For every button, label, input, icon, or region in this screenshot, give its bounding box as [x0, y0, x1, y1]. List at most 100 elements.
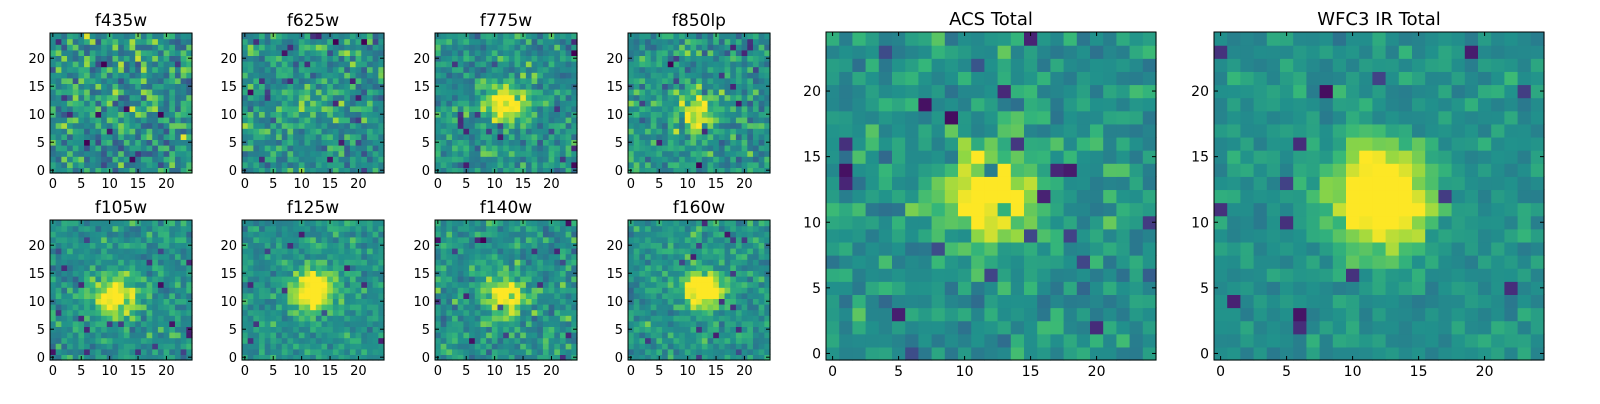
heatmap-cell: [310, 128, 316, 134]
heatmap-cell: [164, 89, 170, 95]
heatmap-cell: [107, 67, 113, 73]
heatmap-cell: [67, 89, 73, 95]
heatmap-cell: [651, 72, 657, 78]
heatmap-cell: [515, 242, 521, 248]
heatmap-cell: [497, 254, 503, 260]
heatmap-cell: [526, 248, 532, 254]
heatmap-cell: [463, 95, 469, 101]
heatmap-cell: [708, 123, 714, 129]
heatmap-cell: [56, 61, 62, 67]
heatmap-cell: [656, 349, 662, 355]
heatmap-cell: [276, 349, 282, 355]
heatmap-cell: [276, 282, 282, 288]
heatmap-cell: [446, 287, 452, 293]
heatmap-cell: [333, 139, 339, 145]
heatmap-cell: [446, 315, 452, 321]
heatmap-cell: [78, 111, 84, 117]
heatmap-cell: [713, 111, 719, 117]
x-tick-label: 10: [101, 177, 118, 192]
heatmap-cell: [248, 33, 254, 39]
heatmap-cell: [628, 72, 634, 78]
heatmap-cell: [84, 293, 90, 299]
heatmap-cell: [639, 332, 645, 338]
heatmap-cell: [84, 111, 90, 117]
heatmap-cell: [67, 117, 73, 123]
heatmap-cell: [124, 67, 130, 73]
heatmap-cell: [475, 287, 481, 293]
heatmap-cell: [435, 237, 441, 243]
heatmap-cell: [492, 117, 498, 123]
heatmap-cell: [158, 237, 164, 243]
heatmap-cell: [56, 128, 62, 134]
heatmap-cell: [333, 123, 339, 129]
heatmap-cell: [73, 67, 79, 73]
heatmap-cell: [327, 332, 333, 338]
heatmap-cell: [282, 83, 288, 89]
heatmap-cell: [95, 128, 101, 134]
heatmap-cell: [560, 67, 566, 73]
heatmap-cell: [486, 128, 492, 134]
heatmap-cell: [549, 50, 555, 56]
heatmap-cell: [339, 265, 345, 271]
heatmap-cell: [339, 287, 345, 293]
heatmap-cell: [492, 237, 498, 243]
heatmap-cell: [158, 231, 164, 237]
heatmap-cell: [480, 332, 486, 338]
heatmap-cell: [141, 106, 147, 112]
heatmap-cell: [61, 349, 67, 355]
heatmap-cell: [526, 55, 532, 61]
heatmap-cell: [526, 134, 532, 140]
heatmap-cell: [645, 44, 651, 50]
heatmap-cell: [73, 106, 79, 112]
heatmap-cell: [480, 338, 486, 344]
heatmap-cell: [322, 100, 328, 106]
heatmap-cell: [322, 39, 328, 45]
heatmap-cell: [259, 287, 265, 293]
heatmap-cell: [549, 326, 555, 332]
heatmap-cell: [293, 343, 299, 349]
heatmap-cell: [651, 276, 657, 282]
heatmap-cell: [135, 44, 141, 50]
heatmap-cell: [742, 298, 748, 304]
heatmap-cell: [276, 293, 282, 299]
heatmap-cell: [253, 270, 259, 276]
heatmap-cell: [702, 310, 708, 316]
heatmap-cell: [299, 145, 305, 151]
heatmap-cell: [702, 100, 708, 106]
heatmap-cell: [356, 298, 362, 304]
heatmap-cell: [344, 162, 350, 168]
heatmap-cell: [130, 338, 136, 344]
heatmap-cell: [164, 304, 170, 310]
heatmap-cell: [333, 78, 339, 84]
heatmap-cell: [480, 123, 486, 129]
heatmap-cell: [61, 237, 67, 243]
heatmap-cell: [361, 338, 367, 344]
heatmap-cell: [458, 111, 464, 117]
heatmap-cell: [673, 321, 679, 327]
heatmap-cell: [282, 123, 288, 129]
heatmap-cell: [690, 44, 696, 50]
heatmap-cell: [287, 338, 293, 344]
heatmap-cell: [67, 39, 73, 45]
heatmap-cell: [566, 78, 572, 84]
heatmap-cell: [463, 111, 469, 117]
heatmap-cell: [78, 293, 84, 299]
heatmap-cell: [350, 111, 356, 117]
heatmap-cell: [175, 326, 181, 332]
heatmap-cell: [242, 293, 248, 299]
heatmap-cell: [628, 349, 634, 355]
heatmap-cell: [702, 139, 708, 145]
heatmap-cell: [634, 50, 640, 56]
heatmap-cell: [526, 298, 532, 304]
x-tick-label: 15: [708, 177, 725, 192]
heatmap-cell: [742, 100, 748, 106]
heatmap-cell: [469, 338, 475, 344]
heatmap-cell: [673, 55, 679, 61]
heatmap-cell: [276, 326, 282, 332]
heatmap-cell: [56, 349, 62, 355]
heatmap-cell: [73, 237, 79, 243]
heatmap-cell: [175, 72, 181, 78]
heatmap-cell: [685, 83, 691, 89]
heatmap-cell: [344, 287, 350, 293]
heatmap-cell: [628, 145, 634, 151]
